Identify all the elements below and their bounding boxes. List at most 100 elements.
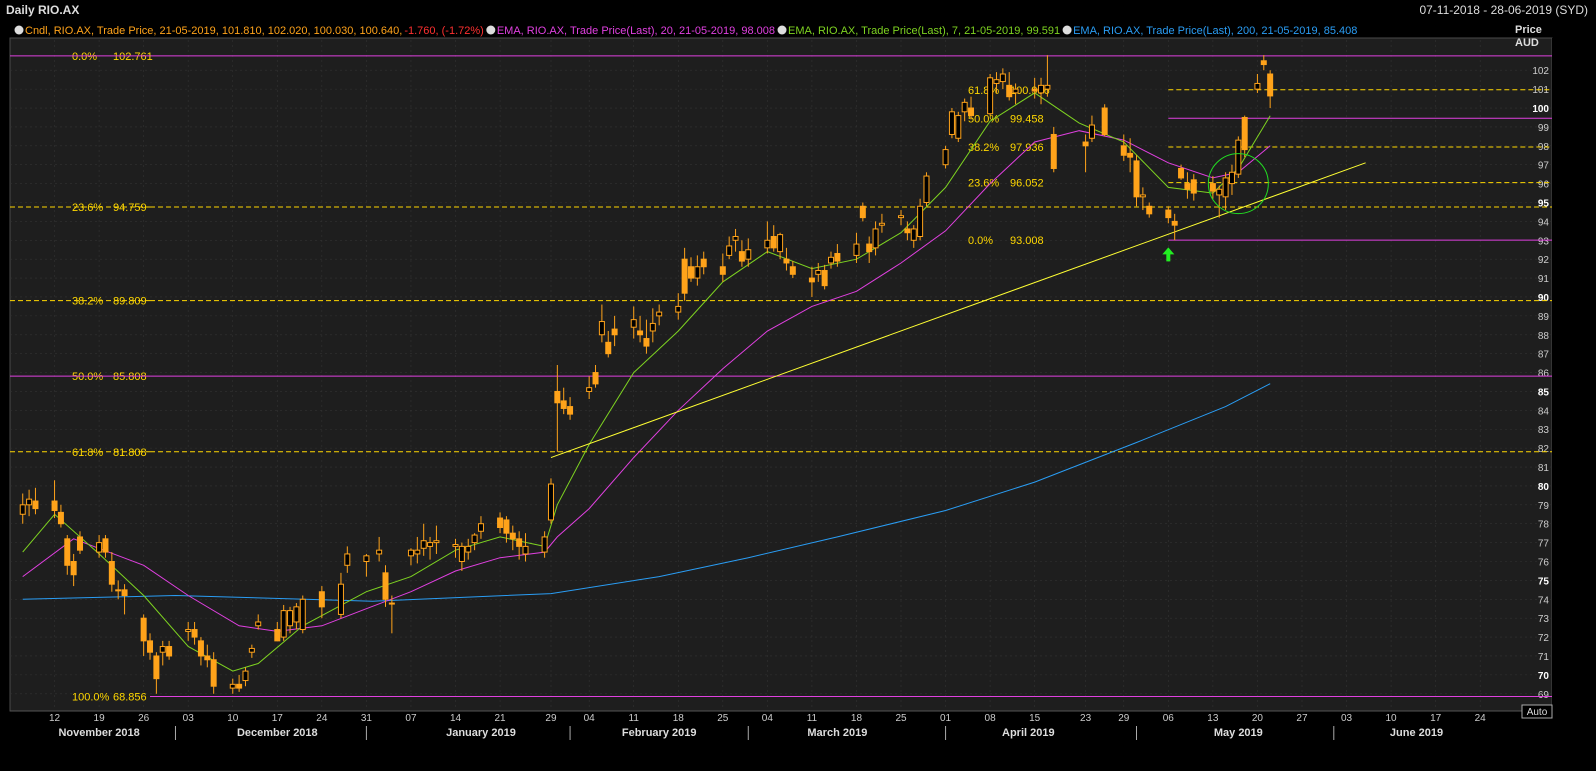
fib-value: 89.809 [113,296,147,308]
candle-body-down [503,519,510,534]
candle-body-up [427,542,434,547]
legend-bullet-icon [1062,25,1072,35]
candle-body-down [1133,160,1140,198]
candle-body-up [828,256,835,264]
candle-body-down [1260,60,1267,66]
y-tick-label: 88 [1538,331,1550,342]
date-range[interactable]: 07-11-2018 - 28-06-2019 (SYD) [1419,3,1588,17]
y-tick-label: 83 [1538,425,1550,436]
x-tick-label: 20 [1252,713,1264,724]
candle-body-down [808,277,815,283]
candle-body-down [108,561,115,585]
candle-body-down [236,683,243,689]
candle-body-up [656,311,663,317]
candle-body-down [1120,145,1127,156]
auto-button-label: Auto [1527,707,1548,718]
candle-body-down [1031,88,1038,92]
candle-body-down [968,107,975,117]
candle-body-up [299,598,306,631]
candle-body-down [1171,220,1178,226]
x-tick-label: 29 [545,713,557,724]
price-chart[interactable]: 69 70 71 72 73 74 75 76 77 78 79 80 81 82 83 84 85 86 87 88… [0,20,1596,771]
legend-icon [777,25,787,35]
candle-body-down [1050,133,1057,169]
candle-body-up [910,228,917,241]
candle-body-down [567,406,574,415]
x-tick-label: 19 [94,713,106,724]
candle-body-down [700,258,707,268]
fib-label: 61.8% [72,447,103,459]
candle-body-up [465,545,472,553]
fib-short-value: 97.936 [1010,142,1044,154]
candle-body-up [115,589,122,592]
candle-body-down [121,589,128,597]
x-tick-label: 04 [762,713,774,724]
candle-body-up [229,683,236,689]
candle-body-up [942,149,949,166]
fib-value: 85.808 [113,371,147,383]
price-tag-text: 99.591 [1556,112,1587,123]
candle-body-down [64,538,71,566]
x-tick-label: 31 [361,713,373,724]
candle-body-up [999,73,1006,83]
candle-body-down [770,236,777,249]
candle-body-down [497,517,504,528]
y-tick-label: 102 [1532,66,1549,77]
y-tick-label: 72 [1538,633,1550,644]
candle-body-up [433,540,440,544]
month-label: June 2019 [1390,727,1443,739]
candle-body-up [694,266,701,279]
x-tick-label: 29 [1118,713,1130,724]
candle-body-down [153,655,160,680]
x-tick-label: 03 [183,713,195,724]
y-tick-label: 86 [1538,369,1550,380]
candle-body-down [834,253,841,262]
price-tag-text: 100.640 [1556,92,1593,103]
x-tick-label: 06 [1163,713,1175,724]
candle-body-down [866,243,873,253]
fib-value: 81.808 [113,447,147,459]
y-tick-label: 94 [1538,217,1550,228]
candle-body-down [1082,141,1089,147]
candle-body-down [1165,209,1172,219]
candle-body-up [745,249,752,260]
candle-body-down [681,258,688,294]
x-tick-label: 18 [851,713,863,724]
x-tick-label: 23 [1080,713,1092,724]
candle-body-up [363,555,370,563]
candle-body-up [407,549,414,557]
y-tick-label: 87 [1538,350,1550,361]
candle-body-up [420,540,427,549]
x-tick-label: 25 [717,713,729,724]
candle-body-down [821,270,828,287]
candle-body-down [509,532,516,540]
candle-body-up [1044,84,1051,90]
legend-icon [486,25,496,35]
candle-body-up [1235,139,1242,175]
x-tick-label: 12 [49,713,61,724]
candle-body-up [458,545,465,563]
candle-body-up [388,602,395,605]
y-tick-label: 96 [1538,180,1550,191]
y-tick-label: 78 [1538,520,1550,531]
candle-body-down [204,655,211,661]
candle-body-up [993,79,1000,84]
legend-bullet-icon [777,25,787,35]
candle-body-up [675,305,682,313]
candle-body-up [414,549,421,555]
x-tick-label: 08 [985,713,997,724]
ema7-line [22,92,1271,672]
fib-short-value: 93.008 [1010,235,1044,247]
x-tick-label: 13 [1207,713,1219,724]
candle-body-down [57,511,64,525]
y-tick-label: 77 [1538,539,1550,550]
legend-bullet-icon [486,25,496,35]
legend-entry: EMA, RIO.AX, Trade Price(Last), 20, 21-0… [497,25,775,37]
candle-body-down [605,341,612,355]
month-label: December 2018 [237,727,318,739]
candle-body-up [248,647,255,653]
candle-body-up [898,215,905,219]
auto-button[interactable] [1521,704,1553,719]
price-tag-text: 85.408 [1556,380,1587,391]
candle-body-up [541,536,548,553]
